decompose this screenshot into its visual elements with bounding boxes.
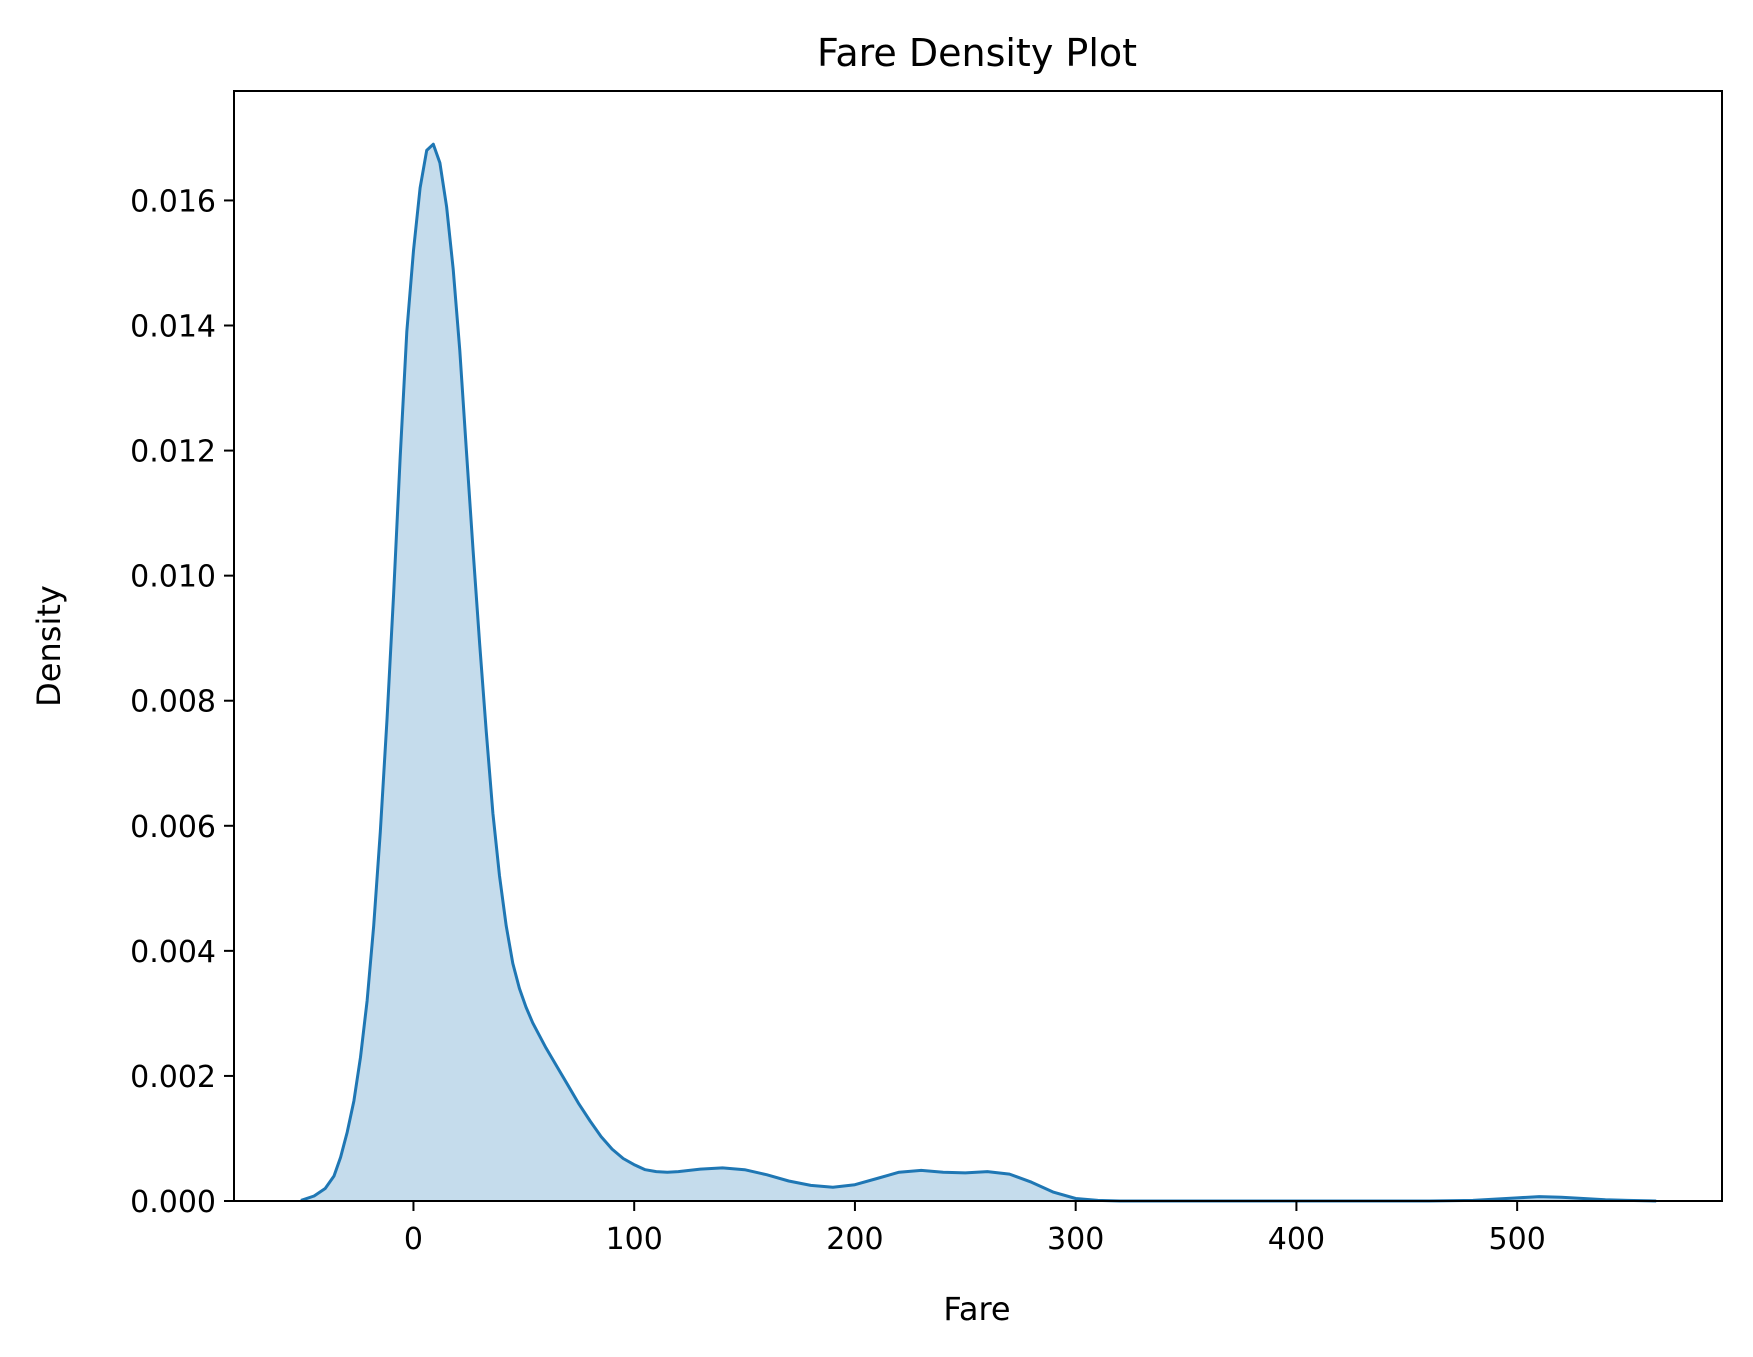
y-tick-label: 0.000	[130, 1185, 216, 1220]
plot-frame	[233, 90, 1723, 1202]
x-tick-label: 100	[606, 1222, 663, 1257]
density-area	[300, 144, 1657, 1202]
x-tick-label: 0	[404, 1222, 423, 1257]
chart-title: Fare Density Plot	[817, 31, 1137, 75]
y-tick-label: 0.016	[130, 184, 216, 219]
y-tick-label: 0.004	[130, 935, 216, 970]
x-tick-label: 300	[1047, 1222, 1104, 1257]
plot-area	[233, 90, 1723, 1203]
y-tick-label: 0.012	[130, 435, 216, 470]
y-tick-label: 0.006	[130, 810, 216, 845]
y-tick-label: 0.014	[130, 310, 216, 345]
y-axis: 0.000 0.002 0.004 0.006 0.008 0.010 0.012 0.014…	[130, 184, 234, 1220]
y-tick-label: 0.002	[130, 1060, 216, 1095]
y-tick-label: 0.008	[130, 685, 216, 720]
x-tick-label: 500	[1489, 1222, 1546, 1257]
x-tick-label: 400	[1268, 1222, 1325, 1257]
y-tick-label: 0.010	[130, 560, 216, 595]
x-axis: 0 100 200 300 400 500	[404, 1201, 1546, 1257]
x-tick-label: 200	[826, 1222, 883, 1257]
x-axis-label: Fare	[943, 1290, 1010, 1328]
y-axis-label: Density	[30, 585, 68, 707]
